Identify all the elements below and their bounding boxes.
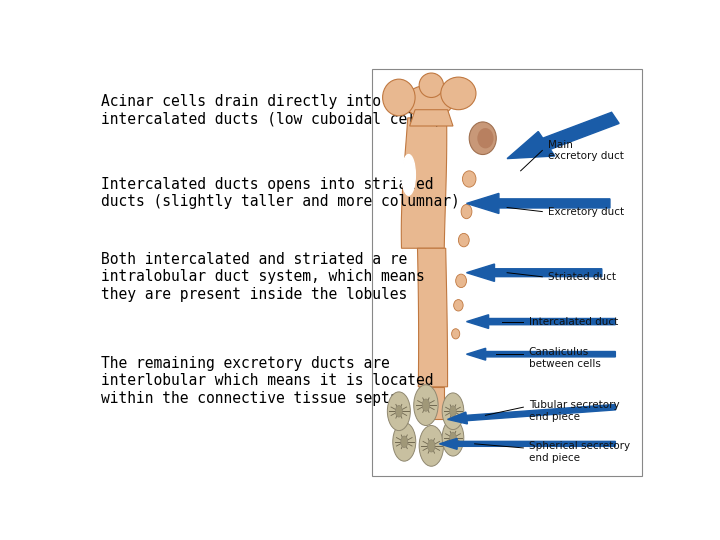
Ellipse shape: [419, 73, 444, 98]
Ellipse shape: [442, 420, 464, 456]
Ellipse shape: [451, 329, 460, 339]
FancyArrow shape: [439, 438, 616, 449]
Ellipse shape: [461, 205, 472, 219]
Ellipse shape: [469, 122, 496, 154]
Text: The remaining excretory ducts are
interlobular which means it is located
within : The remaining excretory ducts are interl…: [101, 356, 433, 406]
Ellipse shape: [395, 406, 402, 417]
Ellipse shape: [387, 392, 410, 430]
Ellipse shape: [456, 274, 467, 288]
Ellipse shape: [450, 432, 456, 443]
Ellipse shape: [402, 154, 415, 195]
Ellipse shape: [401, 436, 408, 448]
Ellipse shape: [422, 399, 430, 411]
Ellipse shape: [462, 171, 476, 187]
FancyArrow shape: [467, 264, 602, 281]
Ellipse shape: [414, 385, 438, 426]
Polygon shape: [419, 387, 444, 420]
Text: Intercalated duct: Intercalated duct: [528, 316, 618, 327]
Text: Acinar cells drain directly into
intercalated ducts (low cuboidal cells): Acinar cells drain directly into interca…: [101, 94, 442, 126]
Polygon shape: [410, 110, 453, 126]
Ellipse shape: [450, 406, 456, 417]
Text: Excretory duct: Excretory duct: [548, 207, 624, 217]
Ellipse shape: [459, 233, 469, 247]
Text: Canaliculus
between cells: Canaliculus between cells: [528, 347, 600, 369]
FancyArrow shape: [467, 315, 616, 328]
Ellipse shape: [477, 128, 494, 148]
Ellipse shape: [393, 422, 415, 461]
Text: Spherical secretory
end piece: Spherical secretory end piece: [528, 441, 630, 463]
FancyArrow shape: [507, 112, 619, 159]
Text: Tubular secretory
end piece: Tubular secretory end piece: [528, 401, 619, 422]
Ellipse shape: [454, 300, 463, 311]
Ellipse shape: [404, 85, 453, 118]
Polygon shape: [401, 118, 446, 248]
Text: Intercalated ducts opens into striated
ducts (slightly taller and more columnar): Intercalated ducts opens into striated d…: [101, 177, 460, 210]
Text: Striated duct: Striated duct: [548, 272, 616, 282]
FancyArrow shape: [467, 348, 616, 360]
Polygon shape: [418, 248, 448, 387]
Ellipse shape: [442, 393, 464, 430]
FancyArrow shape: [448, 404, 616, 424]
Ellipse shape: [428, 440, 435, 452]
Ellipse shape: [419, 426, 444, 466]
Ellipse shape: [382, 79, 415, 116]
Text: Both intercalated and striated a re
intralobular duct system, which means
they a: Both intercalated and striated a re intr…: [101, 252, 425, 302]
FancyArrow shape: [467, 193, 610, 213]
Ellipse shape: [441, 77, 476, 110]
Bar: [372, 69, 642, 476]
Text: Main
excretory duct: Main excretory duct: [548, 140, 624, 161]
